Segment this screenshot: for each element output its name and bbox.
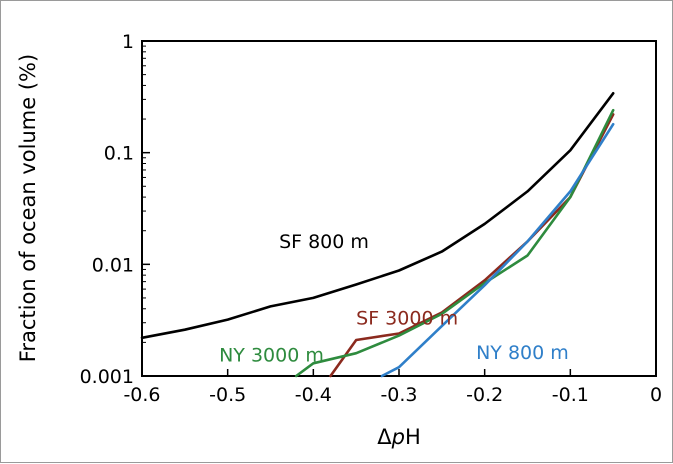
y-axis-label: Fraction of ocean volume (%) [16,54,40,362]
series-lines [140,92,615,378]
series-line-sf-800-m [140,92,615,340]
x-tick-label: 0 [650,384,662,406]
series-line-sf-3000-m [329,113,615,378]
x-tick-label: -0.1 [552,384,589,406]
y-tick-label: 0.01 [92,254,134,276]
series-annotations: SF 800 m SF 3000 m NY 3000 m NY 800 m [219,231,569,366]
x-axis-label: ΔpH [377,425,421,449]
series-label: SF 800 m [279,231,369,253]
x-tick-label: -0.6 [123,384,160,406]
y-tick-label: 1 [122,31,134,53]
x-tick-label: -0.3 [380,384,417,406]
y-tick-label: 0.001 [80,366,134,388]
series-label: SF 3000 m [356,307,458,329]
x-tick-label: -0.5 [209,384,246,406]
series-label: NY 3000 m [219,344,324,366]
series-line-ny-3000-m [294,108,615,378]
x-tick-label: -0.4 [295,384,332,406]
x-tick-label: -0.2 [466,384,503,406]
axes: -0.6 -0.5 -0.4 -0.3 -0.2 -0.1 0 0.001 0.01 0.1 1 [80,31,662,406]
series-line-ny-800-m [380,122,615,378]
series-label: NY 800 m [476,342,569,364]
y-tick-label: 0.1 [104,143,134,165]
